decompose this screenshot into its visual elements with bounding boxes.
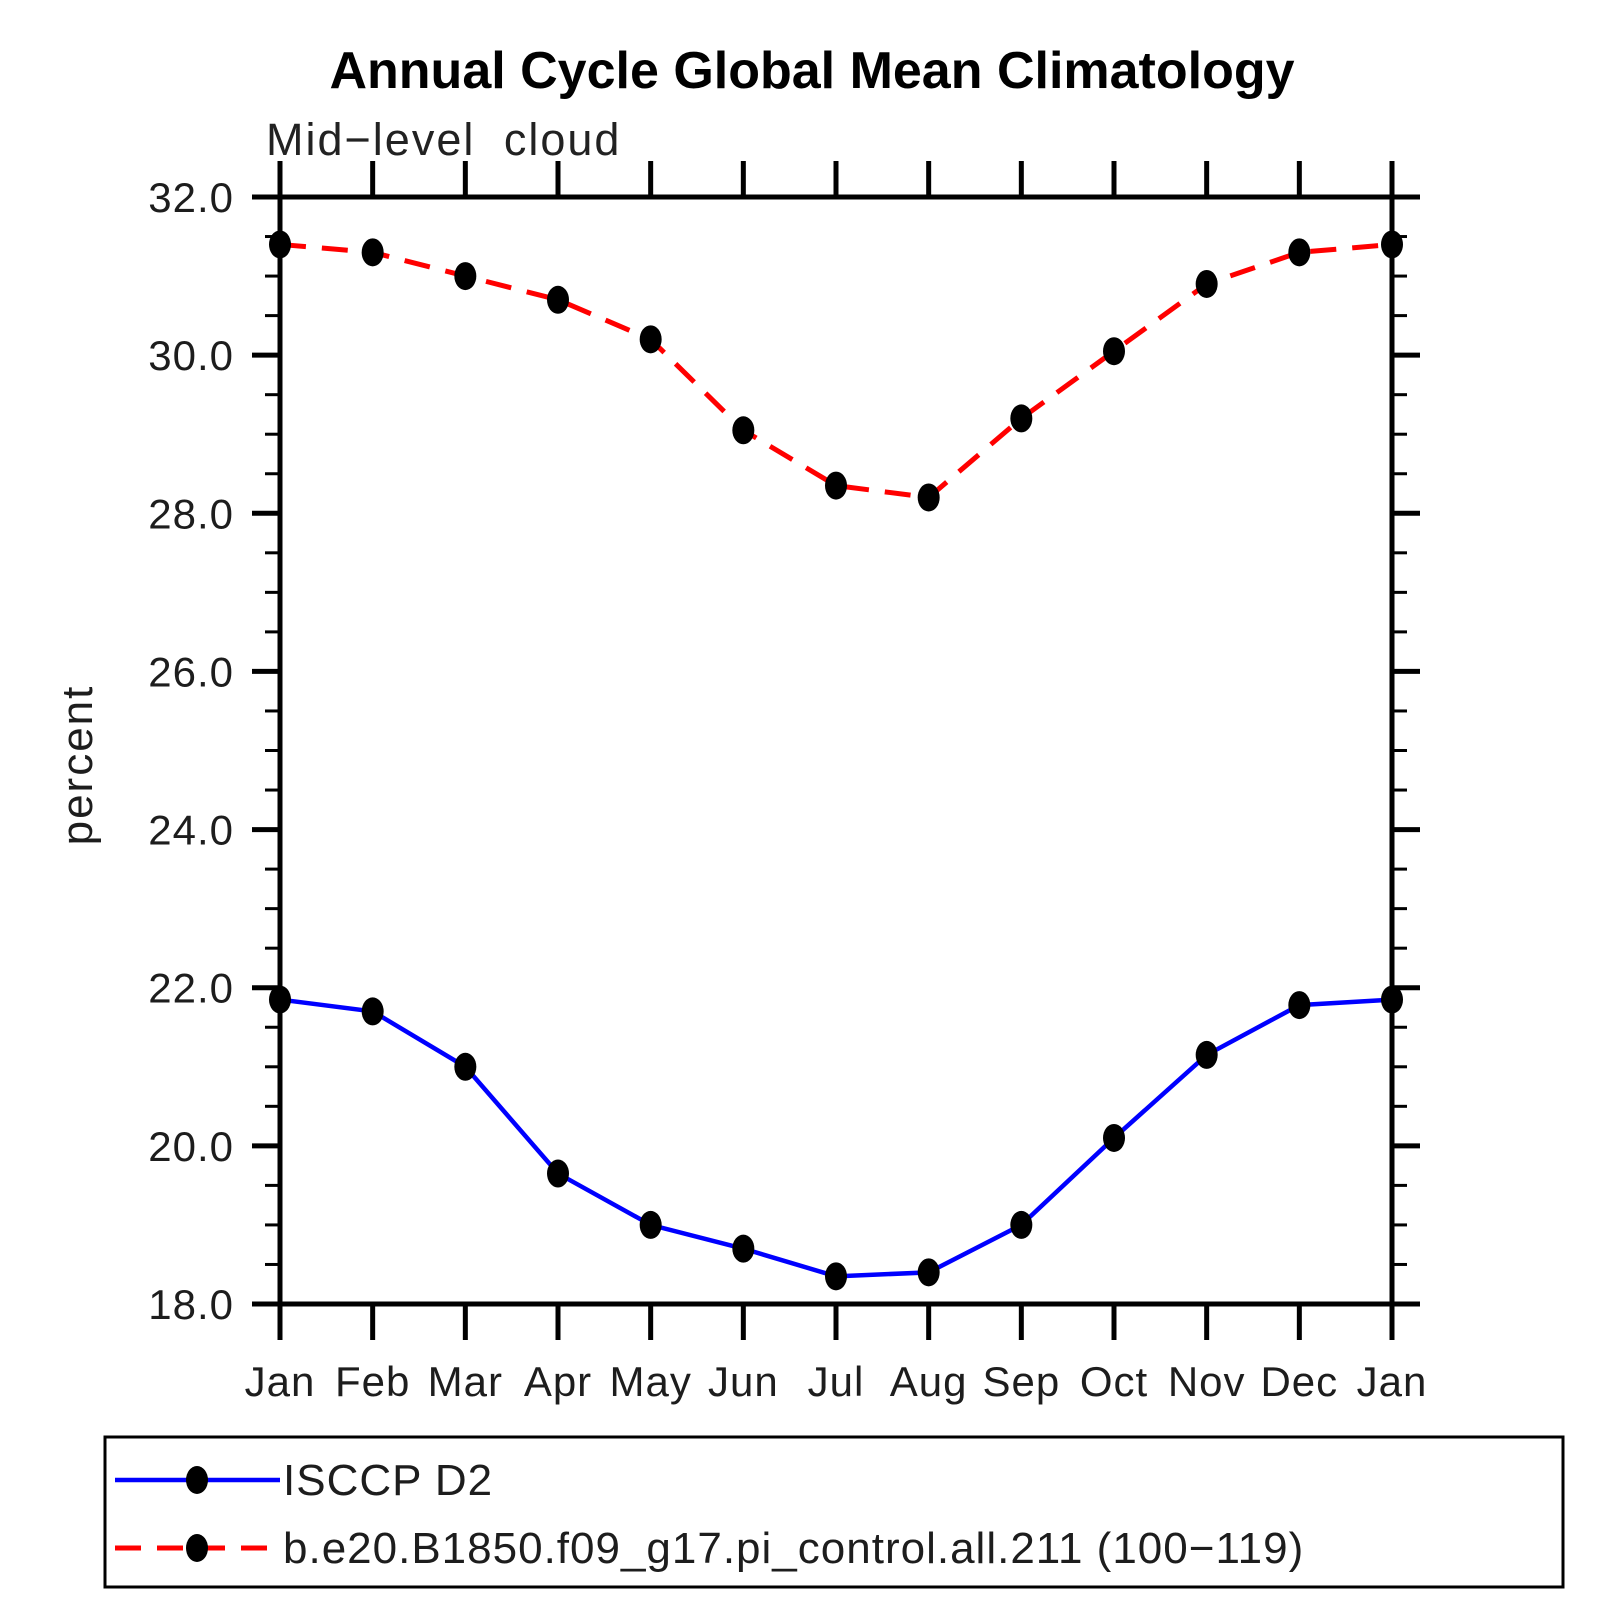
data-point-model <box>1010 404 1033 433</box>
y-tick-label: 26.0 <box>148 648 234 695</box>
data-point-model <box>547 285 569 314</box>
month-label: May <box>609 1358 691 1405</box>
y-tick-label: 24.0 <box>148 807 234 854</box>
data-point-model <box>1288 238 1311 267</box>
data-point-model <box>1103 337 1125 366</box>
data-point-isccp <box>825 1262 847 1291</box>
y-tick-label: 28.0 <box>148 490 234 537</box>
data-point-model <box>825 471 847 500</box>
month-label: Apr <box>524 1358 592 1405</box>
y-tick-label: 32.0 <box>148 174 234 221</box>
data-point-model <box>639 325 662 354</box>
y-tick-label: 20.0 <box>148 1123 234 1170</box>
month-label: Feb <box>335 1358 410 1405</box>
month-label: Aug <box>890 1358 968 1405</box>
legend-marker-dot <box>186 1534 208 1562</box>
data-point-model <box>732 416 755 445</box>
series-line-model <box>279 241 1393 501</box>
legend-entry-model: b.e20.B1850.f09_g17.pi_control.all.211 (… <box>115 1524 1304 1573</box>
month-label: Dec <box>1260 1358 1338 1405</box>
legend-marker-dot <box>186 1466 208 1494</box>
data-point-isccp <box>639 1210 662 1239</box>
legend-entry-isccp: ISCCP D2 <box>115 1456 493 1505</box>
data-point-isccp <box>1381 985 1403 1014</box>
data-point-isccp <box>732 1234 755 1263</box>
data-point-model <box>454 262 477 291</box>
y-tick-label: 18.0 <box>148 1281 234 1328</box>
data-point-isccp <box>1103 1123 1125 1152</box>
month-label: Jan <box>1357 1358 1428 1405</box>
legend: ISCCP D2 b.e20.B1850.f09_g17.pi_control.… <box>103 1435 1565 1589</box>
data-point-isccp <box>1195 1040 1218 1069</box>
axes-box <box>277 194 1395 1307</box>
month-label: Mar <box>428 1358 503 1405</box>
month-label: Sep <box>982 1358 1060 1405</box>
plot-area: Jan Feb Mar Apr May Jun Jul Aug Sep Oct Nov Dec Jan1… <box>148 161 1428 1405</box>
chart-subtitle: Mid−level cloud <box>266 114 621 165</box>
y-axis-label: percent <box>53 685 102 846</box>
legend-label-model: b.e20.B1850.f09_g17.pi_control.all.211 (… <box>283 1524 1304 1573</box>
data-point-isccp <box>1010 1210 1033 1239</box>
data-point-isccp <box>454 1052 477 1081</box>
data-point-model <box>1195 269 1218 298</box>
y-tick-label: 22.0 <box>148 965 234 1012</box>
series-line-isccp <box>279 997 1393 1279</box>
data-point-isccp <box>1288 991 1311 1020</box>
month-label: Jul <box>808 1358 865 1405</box>
data-point-isccp <box>547 1159 569 1188</box>
data-point-model <box>917 483 940 512</box>
data-point-isccp <box>361 997 384 1026</box>
data-point-model <box>1381 230 1403 259</box>
month-label: Oct <box>1080 1358 1148 1405</box>
month-label: Jan <box>245 1358 316 1405</box>
data-point-model <box>269 230 291 259</box>
legend-box <box>103 1435 1565 1589</box>
data-point-model <box>361 238 384 267</box>
month-label: Nov <box>1168 1358 1246 1405</box>
data-point-isccp <box>917 1258 940 1287</box>
chart-title: Annual Cycle Global Mean Climatology <box>329 42 1294 100</box>
y-tick-label: 30.0 <box>148 332 234 379</box>
data-point-isccp <box>269 985 291 1014</box>
legend-label-isccp: ISCCP D2 <box>283 1456 493 1505</box>
month-label: Jun <box>708 1358 779 1405</box>
